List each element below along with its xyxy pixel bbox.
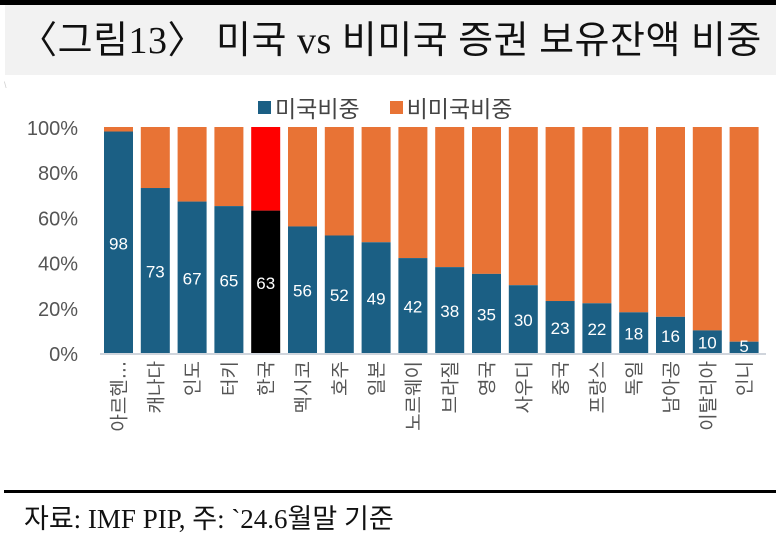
top-rule — [0, 0, 776, 5]
x-category-label: 브라질 — [440, 361, 462, 413]
data-label: 49 — [367, 290, 386, 309]
bar-non-us — [288, 127, 317, 227]
x-category-label: 인니 — [734, 361, 756, 396]
data-label: 56 — [293, 282, 312, 301]
bar-us — [545, 301, 575, 353]
legend-label-non-us: 비미국비중 — [406, 96, 513, 122]
x-category-label: 독일 — [624, 361, 646, 396]
bar-non-us — [361, 127, 391, 243]
bar-us — [692, 330, 722, 353]
bar-us — [324, 235, 354, 353]
bar-non-us — [545, 127, 575, 302]
bar-us — [729, 341, 759, 353]
legend-label-us: 미국비중 — [275, 96, 360, 122]
chart-title: 〈그림13〉 미국 vs 비미국 증권 보유잔액 비중 — [19, 20, 762, 62]
bar-non-us — [177, 127, 207, 202]
data-label: 30 — [514, 311, 533, 330]
bar-us — [104, 131, 133, 353]
data-label: 63 — [256, 274, 275, 293]
x-category-label: 노르웨이 — [403, 361, 425, 431]
data-label: 98 — [109, 234, 128, 253]
data-label: 67 — [183, 269, 202, 288]
data-label: 22 — [587, 320, 606, 339]
bar-non-us — [692, 127, 722, 331]
bar-us — [361, 242, 391, 353]
data-label: 73 — [146, 263, 165, 282]
bar-us — [214, 206, 244, 353]
bar-us — [177, 201, 207, 353]
x-category-label: 호주 — [329, 361, 351, 396]
legend-item-us: 미국비중 — [258, 90, 360, 124]
title-band: 〈그림13〉 미국 vs 비미국 증권 보유잔액 비중 — [5, 5, 776, 75]
y-tick-label: 0% — [49, 344, 78, 366]
bar-us — [140, 188, 170, 353]
corner-mark: \ — [4, 80, 7, 90]
x-category-label: 인도 — [182, 361, 204, 396]
bar-us — [619, 312, 649, 353]
x-category-label: 멕시코 — [293, 361, 315, 413]
bar-non-us — [140, 127, 170, 189]
source-note: 자료: IMF PIP, 주: `24.6월말 기준 — [24, 504, 394, 534]
bar-us — [582, 303, 612, 353]
bar-non-us — [251, 127, 281, 211]
data-label: 65 — [219, 272, 238, 291]
data-label: 52 — [330, 286, 349, 305]
data-label: 35 — [477, 305, 496, 324]
data-label: 5 — [739, 337, 748, 356]
stacked-bar-chart: 0% 20% 40% 60% 80% 100% 98 아르헨... 73 캐나다 67 인도 65 터키 6… — [27, 118, 766, 432]
bar-non-us — [508, 127, 538, 286]
bar-non-us — [619, 127, 649, 313]
bar-us — [435, 267, 465, 353]
y-tick-label: 80% — [38, 163, 78, 185]
bar-us — [251, 210, 281, 353]
bar-us — [508, 285, 538, 353]
bar-us — [656, 316, 685, 353]
x-category-label: 이탈리아 — [697, 361, 719, 431]
data-label: 10 — [698, 334, 717, 353]
x-category-label: 캐나다 — [145, 361, 167, 413]
bar-non-us — [472, 127, 501, 274]
bar-non-us — [582, 127, 612, 304]
data-label: 38 — [440, 302, 459, 321]
data-label: 16 — [661, 327, 680, 346]
bar-non-us — [398, 127, 428, 259]
legend-item-non-us: 비미국비중 — [389, 90, 513, 124]
bar-non-us — [324, 127, 354, 236]
y-tick-label: 40% — [38, 254, 78, 276]
bar-non-us — [656, 127, 685, 317]
data-label: 23 — [551, 319, 570, 338]
bar-us — [288, 226, 317, 353]
x-category-label: 터키 — [219, 361, 241, 396]
x-category-label: 프랑스 — [587, 361, 609, 413]
legend-swatch-non-us — [389, 100, 403, 114]
bar-non-us — [435, 127, 465, 268]
x-category-label: 남아공 — [661, 361, 683, 413]
x-category-label: 사우디 — [513, 361, 535, 413]
bar-non-us — [729, 127, 759, 342]
bar-us — [398, 258, 428, 353]
legend: 미국비중 비미국비중 — [258, 90, 513, 124]
data-label: 18 — [624, 325, 643, 344]
x-category-label: 아르헨... — [109, 361, 131, 432]
x-category-label: 일본 — [366, 361, 388, 396]
bar-non-us — [214, 127, 244, 207]
x-category-label: 한국 — [256, 361, 278, 396]
y-tick-label: 60% — [38, 208, 78, 230]
bar-us — [472, 273, 501, 353]
y-tick-label: 20% — [38, 299, 78, 321]
bottom-rule — [4, 490, 776, 493]
x-category-label: 중국 — [550, 361, 572, 396]
legend-swatch-us — [258, 100, 271, 114]
y-tick-label: 100% — [27, 118, 78, 140]
x-category-label: 영국 — [477, 361, 499, 396]
data-label: 42 — [403, 298, 422, 317]
bar-non-us — [104, 127, 133, 132]
